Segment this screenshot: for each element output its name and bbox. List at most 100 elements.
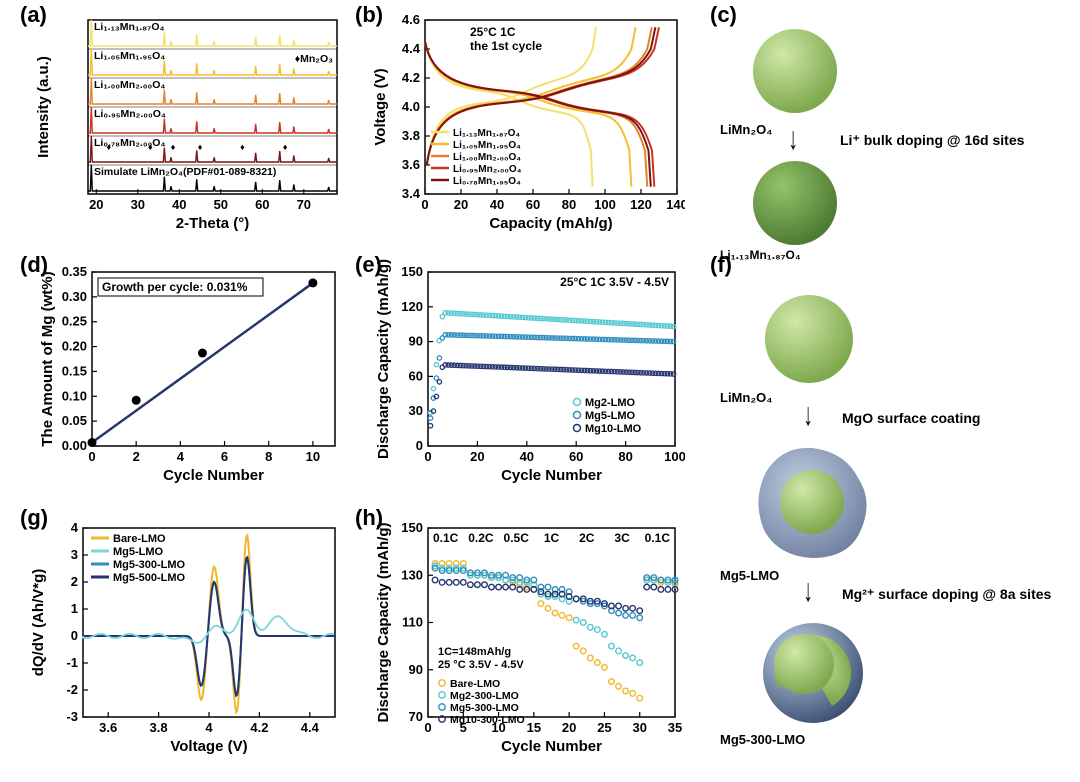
svg-text:Cycle Number: Cycle Number: [501, 738, 602, 755]
panel-d-mg-growth: 02468100.000.050.100.150.200.250.300.35C…: [30, 258, 345, 490]
svg-text:Li₁.₀₀Mn₂.₀₀O₄: Li₁.₀₀Mn₂.₀₀O₄: [453, 152, 521, 163]
svg-text:30: 30: [131, 197, 145, 212]
svg-text:Intensity (a.u.): Intensity (a.u.): [35, 56, 52, 158]
sphere-f3: [758, 618, 868, 728]
svg-text:0.2C: 0.2C: [468, 531, 494, 545]
panel-e-cycle: 0204060801000306090120150Cycle NumberDis…: [370, 258, 685, 490]
label-doped: Li₁.₁₃Mn₁.₈₇O₄: [720, 248, 801, 262]
svg-text:the 1st cycle: the 1st cycle: [470, 39, 542, 53]
svg-text:Li₀.₉₅Mn₂.₀₀O₄: Li₀.₉₅Mn₂.₀₀O₄: [94, 108, 166, 120]
svg-text:Mg2-LMO: Mg2-LMO: [585, 397, 636, 409]
svg-text:0: 0: [416, 438, 423, 453]
svg-text:0.30: 0.30: [62, 289, 87, 304]
svg-text:Capacity (mAh/g): Capacity (mAh/g): [489, 215, 612, 232]
svg-text:Li₀.₇₈Mn₁.₉₅O₄: Li₀.₇₈Mn₁.₉₅O₄: [453, 176, 521, 187]
svg-text:3.8: 3.8: [402, 128, 420, 143]
sphere-limn2o4-icon: [750, 26, 840, 116]
svg-text:Li₁.₀₅Mn₁.₉₅O₄: Li₁.₀₅Mn₁.₉₅O₄: [453, 140, 521, 151]
sphere-f1: [762, 292, 892, 387]
svg-text:1C: 1C: [544, 531, 560, 545]
svg-text:90: 90: [409, 662, 423, 677]
arrow-text-f1: MgO surface coating: [842, 410, 980, 426]
svg-text:150: 150: [401, 520, 423, 535]
svg-text:40: 40: [520, 449, 534, 464]
label-f2: Mg5-LMO: [720, 568, 779, 583]
svg-text:15: 15: [527, 720, 541, 735]
svg-text:Mg5-500-LMO: Mg5-500-LMO: [113, 572, 186, 584]
svg-text:2C: 2C: [579, 531, 595, 545]
svg-text:Voltage (V): Voltage (V): [170, 738, 247, 755]
svg-text:25°C 1C: 25°C 1C: [470, 25, 516, 39]
svg-text:10: 10: [306, 449, 320, 464]
svg-text:♦: ♦: [240, 142, 245, 152]
svg-text:Mg5-LMO: Mg5-LMO: [113, 546, 164, 558]
svg-text:Mg10-300-LMO: Mg10-300-LMO: [450, 714, 525, 726]
panel-e-svg: 0204060801000306090120150Cycle NumberDis…: [370, 258, 685, 490]
svg-text:Discharge Capacity (mAh/g): Discharge Capacity (mAh/g): [375, 259, 392, 459]
svg-text:♦Mn₂O₃: ♦Mn₂O₃: [295, 53, 333, 65]
label-f1: LiMn₂O₄: [720, 390, 772, 405]
label-f3: Mg5-300-LMO: [720, 732, 805, 747]
panel-h-rate: 051015202530357090110130150Cycle NumberD…: [370, 510, 685, 765]
svg-text:150: 150: [401, 264, 423, 279]
svg-text:25°C 1C 3.5V - 4.5V: 25°C 1C 3.5V - 4.5V: [560, 275, 669, 289]
svg-text:Mg2-300-LMO: Mg2-300-LMO: [450, 690, 519, 702]
svg-text:3C: 3C: [614, 531, 630, 545]
sphere-bottom-c: [750, 158, 880, 248]
panel-g-svg: 3.63.844.24.4-3-2-101234Voltage (V)dQ/dV…: [30, 510, 345, 765]
svg-text:25: 25: [597, 720, 611, 735]
panel-h-svg: 051015202530357090110130150Cycle NumberD…: [370, 510, 685, 765]
sphere-f3-icon: [758, 618, 868, 728]
panel-label-f: (f): [710, 252, 732, 278]
panel-b-svg: 0204060801001201403.43.63.84.04.24.44.6C…: [370, 6, 685, 238]
svg-text:Mg5-300-LMO: Mg5-300-LMO: [113, 559, 186, 571]
panel-label-b: (b): [355, 2, 383, 28]
svg-text:0.15: 0.15: [62, 363, 87, 378]
svg-text:♦: ♦: [283, 142, 288, 152]
svg-text:80: 80: [618, 449, 632, 464]
svg-text:0.5C: 0.5C: [504, 531, 530, 545]
svg-text:40: 40: [172, 197, 186, 212]
svg-text:20: 20: [562, 720, 576, 735]
panel-g-dqdv: 3.63.844.24.4-3-2-101234Voltage (V)dQ/dV…: [30, 510, 345, 765]
svg-text:♦: ♦: [171, 142, 176, 152]
svg-text:1: 1: [71, 601, 78, 616]
panel-label-c: (c): [710, 2, 737, 28]
svg-text:4.6: 4.6: [402, 12, 420, 27]
panel-a-xrd: 2030405060702-Theta (°)Intensity (a.u.)L…: [30, 6, 345, 238]
svg-text:90: 90: [409, 334, 423, 349]
label-limn2o4: LiMn₂O₄: [720, 122, 772, 137]
svg-text:140: 140: [666, 197, 685, 212]
svg-text:0.1C: 0.1C: [433, 531, 459, 545]
svg-text:30: 30: [409, 403, 423, 418]
svg-text:0.00: 0.00: [62, 438, 87, 453]
svg-text:20: 20: [89, 197, 103, 212]
svg-text:Bare-LMO: Bare-LMO: [113, 533, 166, 545]
svg-text:2-Theta (°): 2-Theta (°): [176, 215, 250, 232]
svg-text:0: 0: [88, 449, 95, 464]
svg-text:4.2: 4.2: [250, 720, 268, 735]
svg-text:50: 50: [214, 197, 228, 212]
panel-label-e: (e): [355, 252, 382, 278]
panel-c-schematic: LiMn₂O₄ ↓ Li⁺ bulk doping @ 16d sites Li…: [720, 20, 1070, 248]
svg-text:3.6: 3.6: [99, 720, 117, 735]
svg-text:120: 120: [401, 299, 423, 314]
svg-text:80: 80: [562, 197, 576, 212]
svg-text:dQ/dV (Ah/V*g): dQ/dV (Ah/V*g): [30, 569, 47, 677]
svg-text:3: 3: [71, 547, 78, 562]
svg-text:Simulate LiMn₂O₄(PDF#01-089-83: Simulate LiMn₂O₄(PDF#01-089-8321): [94, 166, 276, 178]
svg-text:4: 4: [71, 520, 79, 535]
svg-text:0.10: 0.10: [62, 388, 87, 403]
svg-text:Li₁.₀₅Mn₁.₉₅O₄: Li₁.₀₅Mn₁.₉₅O₄: [94, 50, 165, 62]
svg-text:-3: -3: [66, 709, 78, 724]
panel-label-d: (d): [20, 252, 48, 278]
svg-text:6: 6: [221, 449, 228, 464]
svg-text:Discharge Capacity (mAh/g): Discharge Capacity (mAh/g): [375, 522, 392, 722]
svg-text:4.4: 4.4: [402, 41, 421, 56]
sphere-top-c: [750, 26, 880, 116]
svg-text:20: 20: [454, 197, 468, 212]
svg-text:0: 0: [71, 628, 78, 643]
svg-text:Voltage (V): Voltage (V): [372, 68, 389, 145]
svg-text:Li₀.₇₈Mn₂.₀₀O₄: Li₀.₇₈Mn₂.₀₀O₄: [94, 137, 165, 149]
sphere-f2-icon: [750, 440, 875, 565]
